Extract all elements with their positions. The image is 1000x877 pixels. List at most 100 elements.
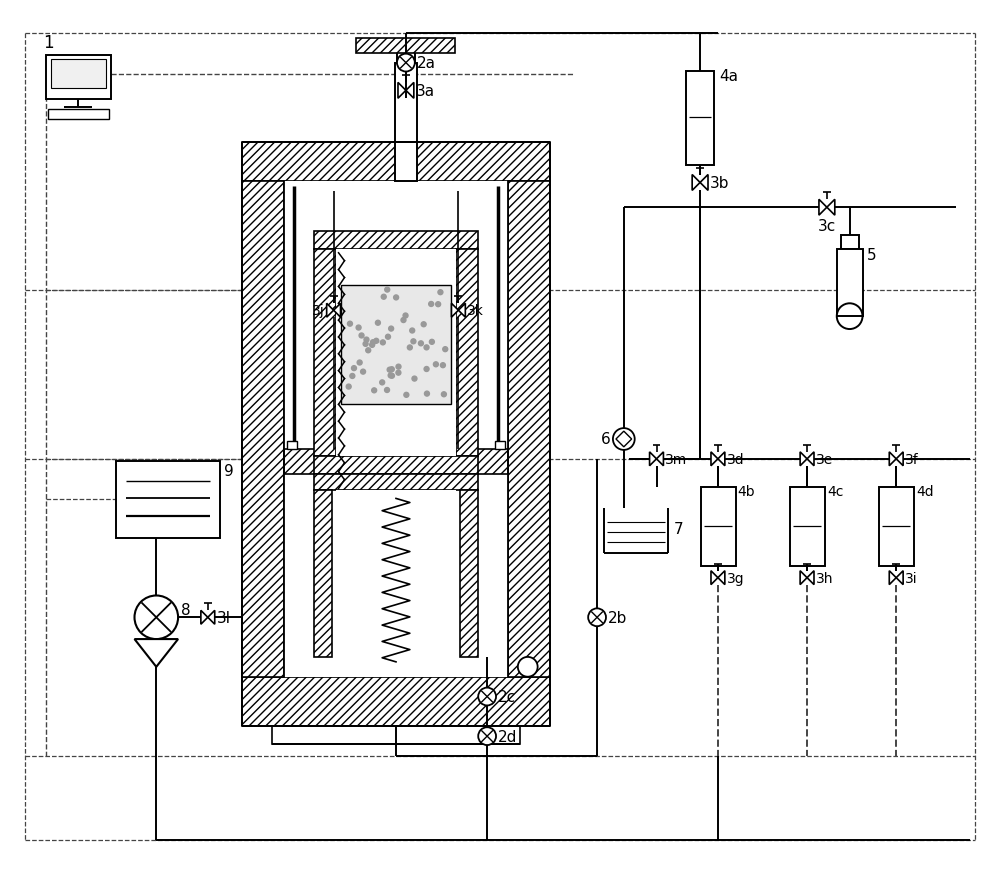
Circle shape [361,370,366,374]
Text: 3i: 3i [905,571,918,585]
Polygon shape [327,304,334,317]
Circle shape [443,347,448,353]
Circle shape [411,339,416,345]
Circle shape [385,388,390,393]
Circle shape [375,321,380,326]
Circle shape [385,288,390,293]
Polygon shape [208,610,215,624]
Polygon shape [406,83,414,99]
Text: 4b: 4b [738,485,755,499]
Bar [314,232,478,250]
Circle shape [412,377,417,381]
Circle shape [424,367,429,372]
Circle shape [404,393,409,398]
Polygon shape [896,571,903,585]
Circle shape [372,389,377,394]
Circle shape [394,296,399,301]
Text: 4a: 4a [719,69,738,84]
Bar [701,487,736,567]
Text: 2c: 2c [498,689,516,704]
Circle shape [518,657,538,677]
Circle shape [424,392,429,396]
Circle shape [407,346,412,351]
Circle shape [363,342,368,347]
Bar [284,449,508,474]
Polygon shape [334,304,341,317]
Circle shape [366,348,371,353]
Circle shape [387,367,392,373]
Circle shape [381,295,386,300]
Circle shape [135,595,178,639]
Polygon shape [819,200,827,216]
Circle shape [380,381,385,385]
Polygon shape [616,431,632,447]
Circle shape [429,303,434,307]
Bar [356,39,455,53]
Circle shape [837,304,863,330]
Bar [242,677,550,726]
Circle shape [347,322,352,327]
Polygon shape [657,453,663,467]
Text: 3g: 3g [727,571,744,585]
Circle shape [441,392,446,397]
Circle shape [374,339,379,344]
Text: 3a: 3a [416,83,435,99]
Bar [879,487,914,567]
Text: 3f: 3f [905,453,919,467]
Polygon shape [889,453,896,467]
Polygon shape [827,200,835,216]
Bar [314,456,478,474]
Polygon shape [800,571,807,585]
Bar [116,461,220,538]
Bar [314,474,478,490]
Bar [841,236,859,250]
Circle shape [438,290,443,296]
Circle shape [389,367,394,372]
Circle shape [418,341,423,346]
Circle shape [403,314,408,318]
Bar [790,487,825,567]
Bar [397,49,415,63]
Bar [284,182,508,677]
Polygon shape [896,453,903,467]
Polygon shape [135,639,178,667]
Text: 2a: 2a [417,56,436,71]
Circle shape [389,374,394,379]
Bar [837,250,863,317]
Text: 8: 8 [181,602,191,617]
Bar [395,143,417,182]
Bar [314,250,336,456]
Circle shape [388,374,393,379]
Bar [314,490,332,657]
Polygon shape [650,453,657,467]
Polygon shape [201,610,208,624]
Bar [242,182,284,677]
Circle shape [440,363,445,368]
Polygon shape [458,304,465,317]
Bar [495,441,505,449]
Circle shape [433,362,438,367]
Text: 9: 9 [224,464,233,479]
Text: 3c: 3c [818,219,836,234]
Bar [336,250,456,456]
Text: 3h: 3h [816,571,833,585]
Circle shape [588,609,606,626]
Bar [242,143,550,182]
Polygon shape [807,571,814,585]
Polygon shape [711,453,718,467]
Polygon shape [718,571,725,585]
Text: 3e: 3e [816,453,833,467]
Circle shape [396,365,401,370]
Circle shape [396,371,401,375]
Bar [456,250,478,456]
Circle shape [356,325,361,331]
Circle shape [346,385,351,389]
Text: 4d: 4d [916,485,934,499]
Circle shape [359,333,364,339]
Text: 2b: 2b [608,610,627,625]
Circle shape [352,367,356,371]
Bar [287,441,297,449]
Text: 3d: 3d [727,453,744,467]
Circle shape [410,329,415,333]
Bar [272,726,520,745]
